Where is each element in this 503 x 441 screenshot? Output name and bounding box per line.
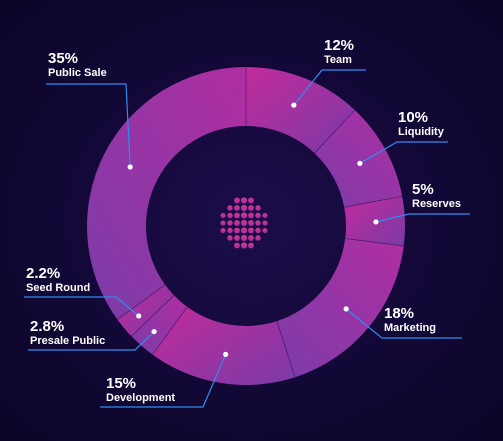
slice-value-label-marketing: 18%: [384, 305, 414, 322]
logo-dot: [227, 235, 233, 241]
slice-separator: [152, 306, 188, 355]
logo-dot: [248, 197, 254, 204]
logo-dot: [234, 235, 240, 241]
logo-dot: [255, 205, 261, 211]
logo-dot: [255, 220, 261, 226]
slice-value-label-public-sale: 35%: [48, 50, 78, 67]
slice-value-label-seed-round: 2.2%: [26, 265, 60, 282]
slice-value-label-presale-public: 2.8%: [30, 318, 64, 335]
slice-category-label-development: Development: [106, 392, 175, 404]
leader-line-seed-round: [24, 296, 140, 317]
logo-dot: [234, 197, 240, 204]
logo-dot: [255, 227, 261, 234]
slice-separator: [276, 320, 296, 378]
logo-dot: [240, 197, 248, 204]
logo-dot: [240, 212, 248, 219]
leader-line-marketing: [345, 308, 462, 339]
logo-dot: [227, 212, 233, 219]
slice-separator: [314, 109, 356, 154]
leader-lines: [24, 69, 470, 408]
donut-ring: [86, 67, 405, 385]
slice-seed-round: [117, 284, 174, 337]
leader-line-team: [293, 69, 366, 106]
slice-category-label-liquidity: Liquidity: [398, 126, 445, 138]
logo-dot: [248, 235, 254, 241]
slice-category-label-seed-round: Seed Round: [26, 282, 90, 294]
slice-marketing: [276, 238, 404, 378]
logo-dot: [234, 220, 240, 226]
logo-dot: [234, 212, 240, 219]
logo-dot: [262, 220, 268, 226]
leader-dot-development: [223, 351, 229, 357]
slice-value-label-liquidity: 10%: [398, 109, 428, 126]
slice-value-label-team: 12%: [324, 37, 354, 54]
slice-category-label-marketing: Marketing: [384, 322, 436, 334]
hexagon-dot-logo-icon: [220, 197, 268, 249]
leader-dot-reserves: [373, 219, 379, 225]
logo-dot: [220, 212, 226, 219]
slice-value-label-development: 15%: [106, 375, 136, 392]
leader-dot-marketing: [343, 306, 349, 312]
slice-category-label-public-sale: Public Sale: [48, 67, 107, 79]
logo-dot: [262, 212, 268, 219]
logo-dot: [227, 227, 233, 234]
logo-dot: [220, 227, 226, 234]
leader-line-liquidity: [359, 141, 448, 164]
logo-dot: [234, 242, 240, 249]
logo-dot: [248, 227, 254, 234]
logo-dot: [240, 242, 248, 249]
logo-dot: [234, 227, 240, 234]
logo-dot: [240, 234, 248, 242]
leader-dot-liquidity: [357, 160, 363, 166]
slice-team: [246, 67, 355, 154]
leader-dot-team: [291, 102, 297, 108]
slice-public-sale: [86, 67, 246, 320]
logo-dot: [262, 227, 268, 234]
slice-separator: [345, 238, 404, 247]
slice-labels: 12%Team 10%Liquidity 5%Reserves 18%Marketin…: [26, 37, 461, 404]
leader-line-development: [100, 354, 227, 408]
logo-dot: [240, 219, 248, 227]
leader-dot-seed-round: [136, 313, 142, 319]
leader-line-reserves: [375, 213, 470, 223]
leader-dot-public-sale: [127, 164, 133, 170]
logo-dot: [255, 212, 261, 219]
slice-separator: [344, 195, 403, 208]
logo-dot: [255, 235, 261, 241]
logo-dot: [234, 205, 240, 211]
leader-line-presale-public: [28, 331, 155, 351]
slice-value-label-reserves: 5%: [412, 181, 434, 198]
slice-development: [152, 306, 296, 385]
logo-dot: [227, 205, 233, 211]
logo-dot: [248, 212, 254, 219]
leader-line-public-sale: [46, 83, 131, 168]
logo-dot: [240, 204, 248, 212]
leader-dot-presale-public: [151, 328, 157, 335]
logo-dot: [227, 220, 233, 226]
logo-dot: [248, 205, 254, 211]
logo-dot: [248, 242, 254, 249]
slice-separator: [131, 295, 175, 337]
logo-dot: [248, 220, 254, 226]
slice-liquidity: [314, 110, 403, 208]
slice-separator: [117, 284, 166, 320]
slice-category-label-presale-public: Presale Public: [30, 335, 105, 347]
logo-dot: [220, 220, 226, 226]
logo-dot: [240, 227, 248, 234]
slice-category-label-reserves: Reserves: [412, 198, 461, 210]
slice-category-label-team: Team: [324, 54, 352, 66]
